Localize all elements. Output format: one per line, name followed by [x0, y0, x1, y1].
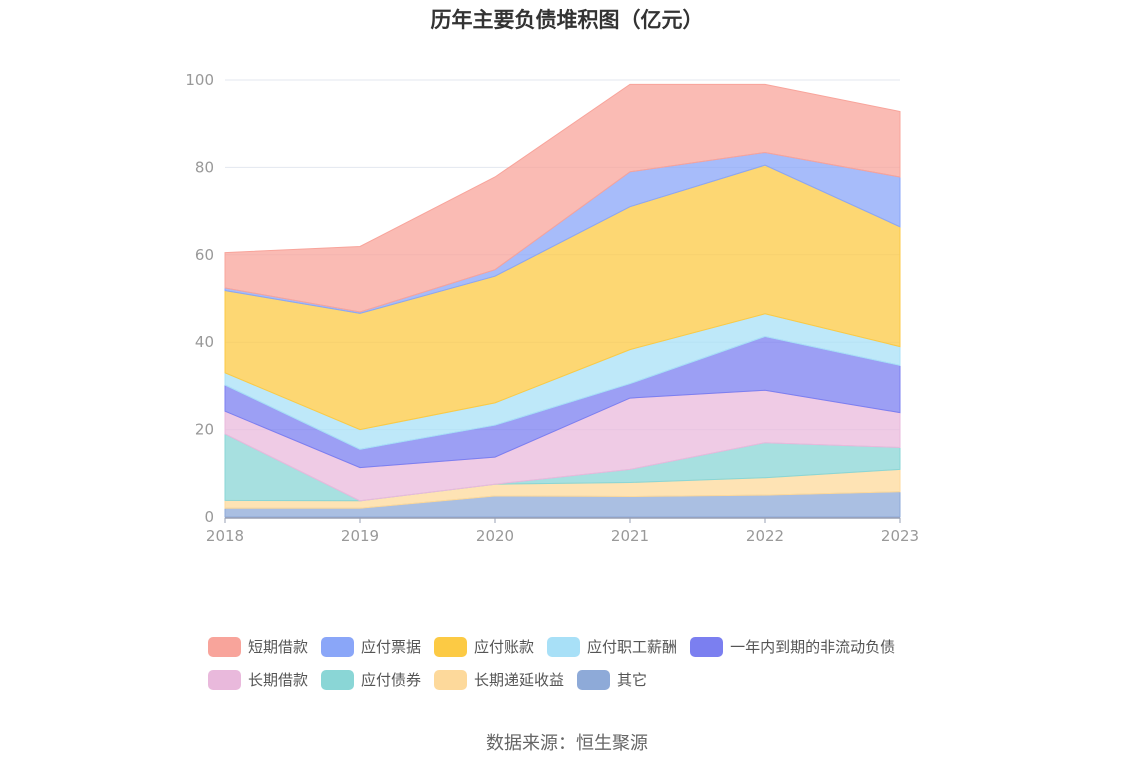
legend-label: 其它	[617, 671, 648, 689]
legend-swatch	[434, 669, 468, 690]
legend-swatch	[577, 669, 611, 690]
legend-item-notes-payable[interactable]: 应付票据	[321, 636, 421, 657]
x-tick-label: 2018	[206, 527, 244, 545]
x-tick-label: 2021	[611, 527, 649, 545]
legend-item-bonds-payable[interactable]: 应付债券	[321, 669, 421, 690]
legend-swatch	[547, 636, 581, 657]
area-series-短期借款	[224, 83, 901, 313]
legend-swatch	[434, 636, 468, 657]
y-tick-label: 80	[195, 158, 214, 176]
y-tick-label: 0	[204, 508, 214, 526]
legend-row-2: 长期借款 应付债券 长期递延收益 其它	[208, 663, 968, 696]
chart-title: 历年主要负债堆积图（亿元）	[430, 8, 704, 32]
legend-item-employee-payables[interactable]: 应付职工薪酬	[547, 636, 677, 657]
x-tick-label: 2019	[341, 527, 379, 545]
y-tick-label: 60	[195, 246, 214, 264]
legend-label: 应付票据	[361, 638, 422, 656]
x-tick-label: 2020	[476, 527, 514, 545]
legend-label: 一年内到期的非流动负债	[730, 638, 896, 656]
legend-item-other[interactable]: 其它	[577, 669, 647, 690]
legend-row-1: 短期借款 应付票据 应付账款 应付职工薪酬 一年内到期的非流动负债	[208, 630, 968, 663]
legend-label: 应付账款	[474, 638, 535, 656]
legend-label: 长期借款	[248, 671, 309, 689]
y-tick-label: 20	[195, 421, 214, 439]
legend-item-accounts-payable[interactable]: 应付账款	[434, 636, 534, 657]
legend-swatch	[321, 669, 355, 690]
legend-item-long-term-loans[interactable]: 长期借款	[208, 669, 308, 690]
x-tick-label: 2023	[881, 527, 919, 545]
legend-label: 应付债券	[361, 671, 422, 689]
legend-label: 应付职工薪酬	[587, 638, 678, 656]
legend-swatch	[321, 636, 355, 657]
legend-item-current-portion-noncurrent[interactable]: 一年内到期的非流动负债	[690, 636, 895, 657]
legend-label: 长期递延收益	[474, 671, 565, 689]
data-source-note: 数据来源：恒生聚源	[486, 733, 648, 754]
legend-item-deferred-income[interactable]: 长期递延收益	[434, 669, 564, 690]
legend-swatch	[690, 636, 724, 657]
chart-plot: 0 20 40 60 80 100 2018 2019 2020 2021 2022 2023	[185, 71, 919, 545]
legend-item-short-term-loans[interactable]: 短期借款	[208, 636, 308, 657]
y-tick-label: 100	[185, 71, 214, 89]
legend-label: 短期借款	[248, 638, 309, 656]
legend: 短期借款 应付票据 应付账款 应付职工薪酬 一年内到期的非流动负债 长期借款 应…	[208, 630, 968, 696]
legend-swatch	[208, 636, 241, 657]
y-tick-label: 40	[195, 333, 214, 351]
legend-swatch	[208, 669, 241, 690]
x-tick-label: 2022	[746, 527, 784, 545]
